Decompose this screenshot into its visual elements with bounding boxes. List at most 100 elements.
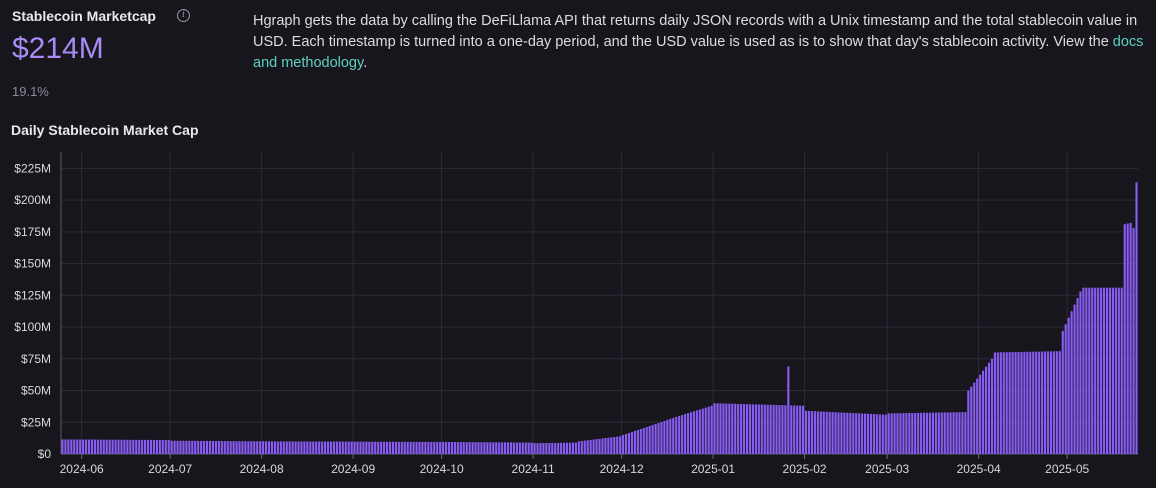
bar[interactable] [321,441,324,454]
bar[interactable] [1005,352,1008,454]
bar[interactable] [267,441,271,454]
bar[interactable] [772,404,775,454]
bar[interactable] [1135,182,1138,454]
bar[interactable] [108,439,111,454]
bar[interactable] [1070,311,1073,454]
bar[interactable] [943,412,946,454]
bar[interactable] [970,386,973,454]
bar[interactable] [418,441,421,454]
bar[interactable] [1085,287,1088,454]
bar[interactable] [515,442,518,454]
bar[interactable] [884,414,887,454]
bar[interactable] [146,439,150,454]
bar[interactable] [161,440,164,454]
bar[interactable] [799,405,802,454]
bar[interactable] [191,440,194,454]
bar[interactable] [318,441,321,454]
bar[interactable] [329,441,333,454]
bar[interactable] [332,441,335,454]
bar[interactable] [678,416,681,454]
bar[interactable] [675,416,678,454]
bar[interactable] [315,441,318,454]
bar[interactable] [619,436,622,454]
bar[interactable] [303,441,306,454]
bar[interactable] [828,411,831,454]
bar[interactable] [613,436,616,454]
bar[interactable] [1108,287,1112,454]
bar[interactable] [949,412,952,454]
bar[interactable] [412,441,415,454]
bar[interactable] [577,441,580,454]
bar[interactable] [447,441,451,454]
bar[interactable] [1088,287,1091,454]
bar[interactable] [512,442,515,454]
bar[interactable] [524,442,527,454]
bar[interactable] [300,441,303,454]
bar[interactable] [684,414,687,454]
bar[interactable] [807,410,811,454]
bar[interactable] [1067,317,1070,454]
bar[interactable] [987,362,991,454]
bar[interactable] [279,441,282,454]
bar[interactable] [170,440,173,454]
bar[interactable] [872,414,875,454]
bar[interactable] [1064,324,1067,454]
bar[interactable] [743,404,746,454]
bar[interactable] [990,358,993,454]
bar[interactable] [858,413,861,454]
bar[interactable] [397,441,400,454]
bar[interactable] [1017,351,1020,454]
bar[interactable] [899,413,902,454]
bar[interactable] [557,442,560,454]
bar[interactable] [1041,351,1044,454]
bar[interactable] [459,442,462,454]
bar[interactable] [896,413,899,454]
bar[interactable] [666,419,669,454]
bar[interactable] [73,439,76,454]
bar[interactable] [837,412,840,454]
bar[interactable] [766,404,769,454]
bar[interactable] [282,441,285,454]
bar[interactable] [93,439,96,454]
bar[interactable] [501,442,504,454]
bar[interactable] [610,437,613,454]
bar[interactable] [934,412,937,454]
bar[interactable] [996,352,999,454]
bar[interactable] [220,441,223,454]
bar[interactable] [250,441,253,454]
bar[interactable] [1097,287,1100,454]
bar[interactable] [309,441,312,454]
bar[interactable] [188,440,191,454]
bar[interactable] [964,412,967,454]
bar[interactable] [1032,351,1035,454]
bar[interactable] [937,412,940,454]
bar[interactable] [787,366,790,454]
bar[interactable] [368,441,371,454]
bar[interactable] [887,413,890,454]
bar[interactable] [185,440,188,454]
bar[interactable] [486,442,489,454]
bar[interactable] [1011,352,1014,454]
bar[interactable] [627,432,631,454]
bar[interactable] [238,441,241,454]
bar[interactable] [391,441,395,454]
bar[interactable] [923,412,926,454]
bar[interactable] [616,436,619,454]
bar[interactable] [967,390,970,454]
bar[interactable] [630,431,634,454]
bar[interactable] [1052,351,1055,454]
bar[interactable] [695,410,698,454]
bar[interactable] [973,382,976,454]
bar[interactable] [489,442,492,454]
bar[interactable] [453,442,456,454]
bar[interactable] [754,404,757,454]
bar[interactable] [90,439,94,454]
bar[interactable] [881,414,884,455]
bar[interactable] [878,414,881,454]
bar[interactable] [259,441,262,454]
bar[interactable] [672,417,675,454]
bar[interactable] [492,442,495,454]
bar[interactable] [270,441,274,454]
bar[interactable] [622,434,625,454]
bar[interactable] [445,441,448,454]
